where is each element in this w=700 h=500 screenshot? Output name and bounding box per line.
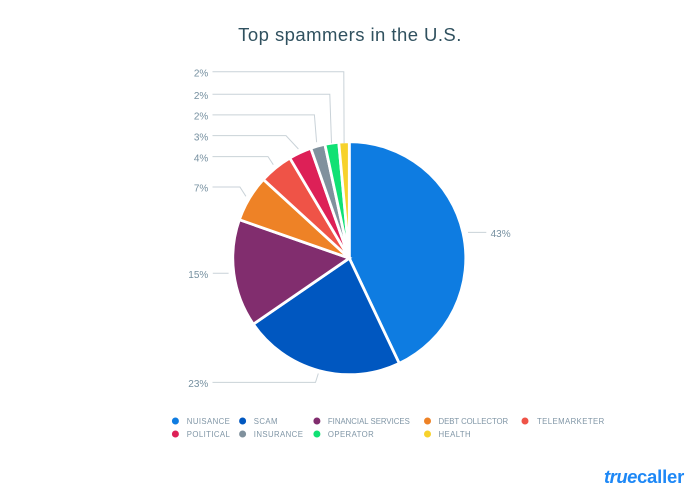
svg-text:POLITICAL: POLITICAL xyxy=(187,430,231,439)
svg-text:2%: 2% xyxy=(194,69,209,80)
svg-text:2%: 2% xyxy=(194,112,209,123)
svg-text:2%: 2% xyxy=(194,91,209,102)
svg-text:15%: 15% xyxy=(188,270,208,281)
svg-text:SCAM: SCAM xyxy=(254,417,278,426)
svg-text:3%: 3% xyxy=(194,132,209,143)
svg-text:23%: 23% xyxy=(188,379,208,390)
svg-text:HEALTH: HEALTH xyxy=(439,430,472,439)
svg-text:43%: 43% xyxy=(491,229,511,240)
svg-text:INSURANCE: INSURANCE xyxy=(254,430,304,439)
svg-text:OPERATOR: OPERATOR xyxy=(328,430,374,439)
svg-text:FINANCIAL SERVICES: FINANCIAL SERVICES xyxy=(328,417,410,426)
svg-text:TELEMARKETER: TELEMARKETER xyxy=(537,417,605,426)
svg-text:NUISANCE: NUISANCE xyxy=(187,417,231,426)
svg-text:4%: 4% xyxy=(194,153,209,164)
svg-text:DEBT COLLECTOR: DEBT COLLECTOR xyxy=(439,417,509,426)
svg-text:7%: 7% xyxy=(194,184,209,195)
